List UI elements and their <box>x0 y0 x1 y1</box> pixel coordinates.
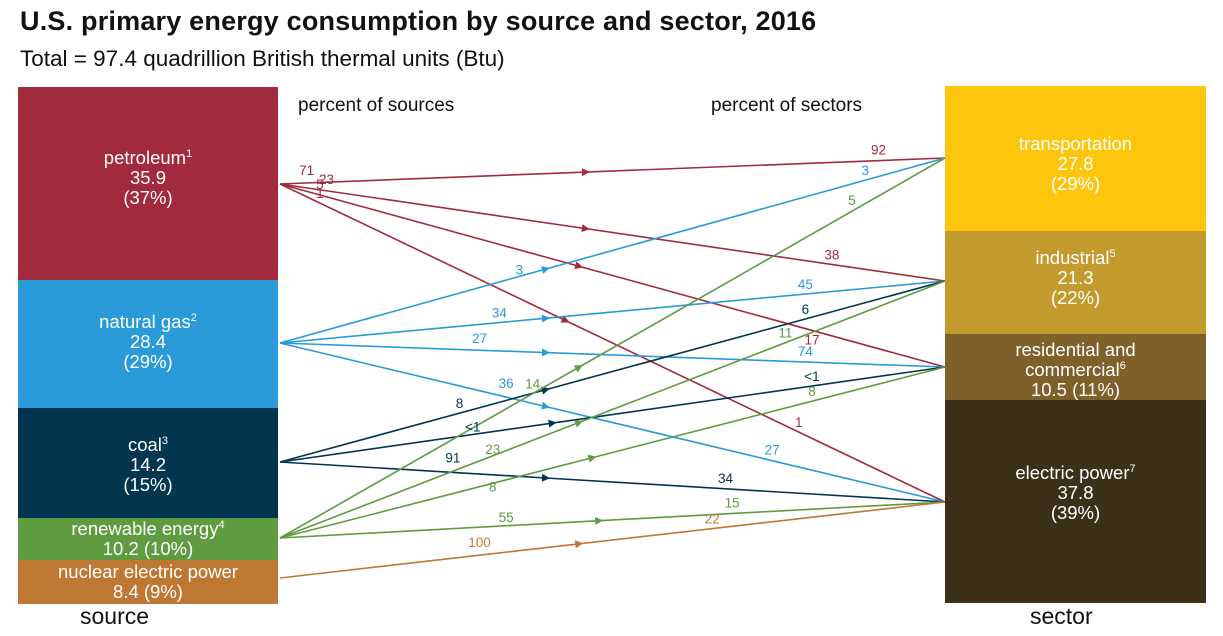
flow-renewable-to-electric <box>279 501 946 539</box>
petroleum-label: petroleum <box>103 147 187 168</box>
percent-of-sector-label: 3 <box>861 163 869 178</box>
percent-of-source-label: <1 <box>465 419 480 434</box>
renewable-label: renewable energy <box>71 518 219 539</box>
coal-footnote: 3 <box>161 434 169 447</box>
percent-of-sector-label: 8 <box>808 384 816 399</box>
nuclear-value-percent: 8.4 (9%) <box>113 581 183 602</box>
percent-of-source-label: 3 <box>516 262 524 277</box>
petroleum-footnote: 1 <box>186 147 193 160</box>
industrial-percent: (22%) <box>1050 287 1101 308</box>
electric-label: electric power <box>1015 462 1130 483</box>
flow-nuclear-to-electric <box>279 501 946 579</box>
percent-of-source-label: 5 <box>316 177 324 192</box>
chart-subtitle: Total = 97.4 quadrillion British thermal… <box>20 46 505 71</box>
percent-of-source-label: 55 <box>499 510 514 525</box>
percent-of-sector-label: 15 <box>725 496 740 511</box>
sector-industrial: industrial5 21.3 (22%) <box>945 231 1206 334</box>
renewable-value-percent: 10.2 (10%) <box>102 538 194 559</box>
natural-gas-percent: (29%) <box>123 351 173 372</box>
industrial-footnote: 5 <box>1109 247 1116 260</box>
percent-of-source-label: 23 <box>485 442 500 457</box>
percent-of-sector-label: 1 <box>795 415 803 430</box>
transportation-label: transportation <box>1018 133 1133 154</box>
percent-of-sector-label: 5 <box>848 193 856 208</box>
percent-of-source-label: 27 <box>472 331 487 346</box>
source-coal: coal3 14.2 (15%) <box>18 408 278 518</box>
coal-value: 14.2 <box>129 454 166 475</box>
natural-gas-footnote: 2 <box>190 311 197 324</box>
flow-natural-gas-to-electric <box>279 342 946 503</box>
percent-of-sector-label: 38 <box>824 248 839 263</box>
flow-petroleum-to-transportation <box>279 157 946 185</box>
percent-of-sector-label: 34 <box>718 471 734 486</box>
percent-of-sector-label: 6 <box>802 302 810 317</box>
percent-of-source-label: 8 <box>456 396 464 411</box>
transportation-percent: (29%) <box>1050 173 1101 194</box>
percent-of-source-label: 36 <box>499 376 514 391</box>
sector-electric-power: electric power7 37.8 (39%) <box>945 400 1206 603</box>
source-petroleum: petroleum1 35.9 (37%) <box>18 87 278 280</box>
electric-footnote: 7 <box>1129 462 1136 475</box>
percent-of-sector-label: 74 <box>798 344 814 359</box>
industrial-label: industrial <box>1035 247 1110 268</box>
percent-of-source-label: 23 <box>319 172 334 187</box>
source-renewable-energy: renewable energy4 10.2 (10%) <box>18 518 278 560</box>
flow-petroleum-to-residential <box>279 183 946 368</box>
percent-of-source-label: 34 <box>492 306 508 321</box>
percent-of-source-label: 14 <box>525 377 541 392</box>
flow-renewable-to-residential <box>279 366 946 539</box>
percent-of-source-label: 71 <box>299 163 314 178</box>
flow-petroleum-to-industrial <box>279 183 946 282</box>
petroleum-value: 35.9 <box>129 167 166 188</box>
sector-transportation: transportation 27.8 (29%) <box>945 86 1206 231</box>
source-natural-gas: natural gas2 28.4 (29%) <box>18 280 278 408</box>
nuclear-label: nuclear electric power <box>58 561 238 582</box>
flow-coal-to-electric <box>279 461 946 503</box>
percent-of-sector-label: 22 <box>705 512 720 527</box>
flow-coal-to-residential <box>279 366 946 463</box>
residential-footnote: 6 <box>1119 359 1126 372</box>
percent-of-sector-label: 17 <box>804 332 819 347</box>
percent-of-sources-heading: percent of sources <box>298 95 455 116</box>
electric-value: 37.8 <box>1057 482 1094 503</box>
renewable-footnote: 4 <box>218 518 225 531</box>
flow-renewable-to-transportation <box>279 157 946 539</box>
residential-value-percent: 10.5 (11%) <box>1030 379 1121 400</box>
percent-of-sector-label: 45 <box>798 277 813 292</box>
industrial-value: 21.3 <box>1057 267 1094 288</box>
percent-of-sector-label: 27 <box>765 443 780 458</box>
source-axis-label: source <box>80 603 150 629</box>
sector-residential-commercial: residential and commercial6 10.5 (11%) <box>945 334 1206 400</box>
coal-percent: (15%) <box>123 474 173 495</box>
chart-title: U.S. primary energy consumption by sourc… <box>20 6 817 36</box>
percent-of-source-label: 8 <box>489 479 497 494</box>
flow-renewable-to-industrial <box>279 280 946 539</box>
flow-coal-to-industrial <box>279 280 946 463</box>
percent-of-sector-label: 11 <box>778 326 792 341</box>
percent-of-sectors-heading: percent of sectors <box>711 95 863 116</box>
sector-axis-label: sector <box>1030 603 1093 629</box>
flow-natural-gas-to-industrial <box>279 280 946 344</box>
electric-percent: (39%) <box>1050 502 1101 523</box>
natural-gas-label: natural gas <box>99 311 191 332</box>
percent-of-source-label: 1 <box>316 186 324 201</box>
percent-of-source-label: 100 <box>468 535 491 550</box>
petroleum-percent: (37%) <box>123 187 173 208</box>
percent-of-source-label: 91 <box>445 450 460 465</box>
percent-of-sector-label: 92 <box>871 143 886 158</box>
percent-of-sector-label: <1 <box>804 369 819 384</box>
coal-label: coal <box>127 434 162 455</box>
source-nuclear-electric-power: nuclear electric power 8.4 (9%) <box>18 560 278 604</box>
residential-label-line2: commercial <box>1025 359 1120 380</box>
flow-natural-gas-to-transportation <box>279 157 946 344</box>
residential-label-line1: residential and <box>1015 339 1136 360</box>
transportation-value: 27.8 <box>1057 153 1094 174</box>
flow-natural-gas-to-residential <box>279 342 946 368</box>
flow-petroleum-to-electric <box>279 183 946 503</box>
natural-gas-value: 28.4 <box>129 331 166 352</box>
